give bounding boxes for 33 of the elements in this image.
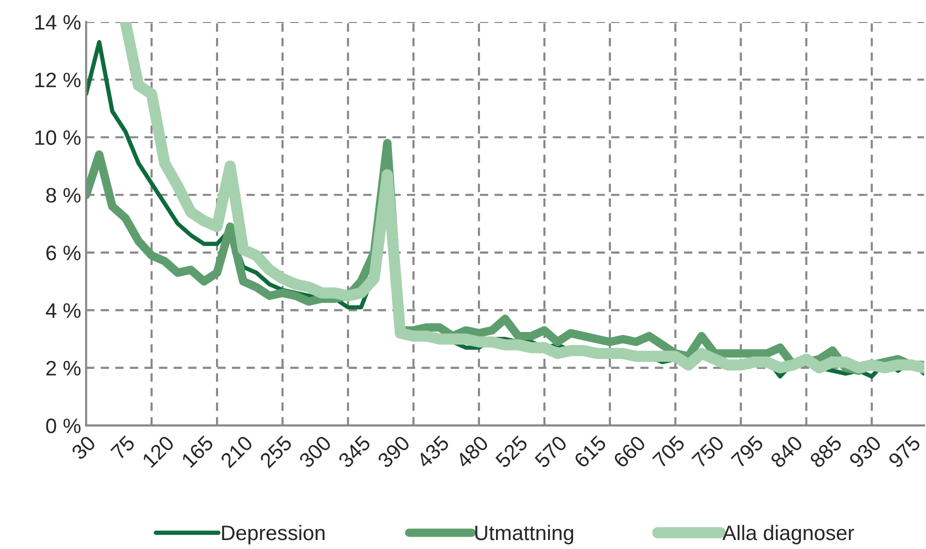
x-tick-label: 660 bbox=[612, 434, 646, 468]
x-tick-label: 255 bbox=[259, 434, 293, 468]
x-tick-label: 615 bbox=[573, 434, 607, 468]
x-tick-label: 435 bbox=[416, 434, 450, 469]
x-tick-label: 75 bbox=[110, 434, 136, 460]
x-tick-label: 975 bbox=[888, 434, 922, 469]
x-tick-label: 885 bbox=[808, 434, 843, 469]
x-tick-label: 120 bbox=[142, 434, 175, 468]
x-tick-label: 705 bbox=[652, 434, 686, 468]
y-tick-label: 12 % bbox=[35, 72, 81, 88]
legend-label: Alla diagnoser bbox=[722, 524, 854, 544]
x-tick-label: 930 bbox=[848, 434, 882, 469]
x-tick-label: 345 bbox=[337, 434, 372, 469]
y-tick-label: 0 % bbox=[46, 418, 81, 434]
x-tick-label: 795 bbox=[730, 434, 764, 468]
x-tick-label: 300 bbox=[298, 434, 332, 469]
x-tick-label: 390 bbox=[376, 434, 411, 469]
x-tick-label: 840 bbox=[770, 434, 804, 469]
y-tick-label: 14 % bbox=[35, 15, 81, 30]
y-tick-label: 10 % bbox=[35, 130, 81, 146]
x-tick-label: 210 bbox=[220, 434, 254, 468]
legend-label: Depression bbox=[222, 524, 324, 544]
y-tick-label: 4 % bbox=[46, 303, 81, 318]
y-tick-label: 8 % bbox=[46, 188, 81, 203]
x-tick-label: 570 bbox=[534, 434, 568, 469]
x-tick-label: 525 bbox=[494, 434, 528, 469]
legend-label: Utmattning bbox=[475, 524, 574, 544]
x-tick-label: 30 bbox=[70, 434, 96, 460]
y-tick-label: 6 % bbox=[46, 246, 81, 260]
y-tick-label: 2 % bbox=[46, 360, 81, 376]
x-tick-label: 750 bbox=[691, 434, 725, 468]
x-tick-label: 480 bbox=[455, 434, 490, 469]
x-tick-label: 165 bbox=[180, 434, 214, 468]
